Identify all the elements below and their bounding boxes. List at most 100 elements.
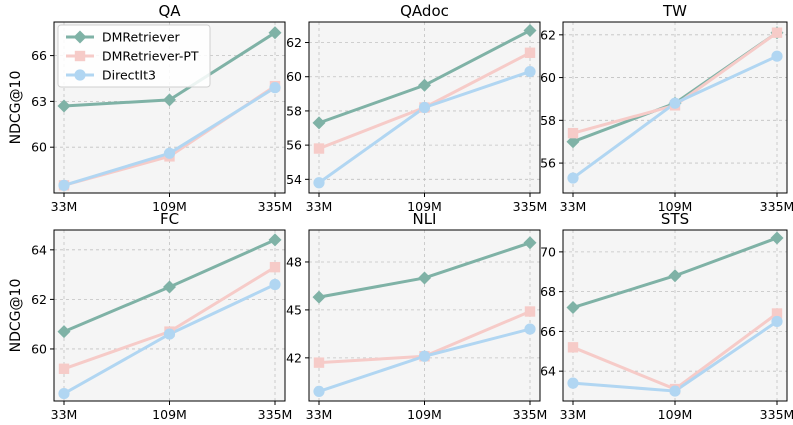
data-point-directit3 (771, 315, 783, 328)
data-point-directit3 (669, 97, 681, 109)
data-point-directit3 (163, 328, 176, 340)
data-point-directit3 (669, 385, 681, 397)
x-tick-label: 109M (407, 199, 442, 214)
data-point-directit3 (418, 101, 431, 114)
legend-marker (73, 30, 87, 44)
panel-title: NLI (412, 210, 436, 228)
y-tick-label: 60 (31, 341, 47, 356)
data-point-directit3 (58, 387, 70, 400)
y-tick-label: 64 (540, 364, 556, 379)
x-tick-label: 33M (306, 407, 333, 422)
data-point-dmretriever (668, 269, 682, 283)
data-point-dmretriever-pt (269, 261, 281, 273)
data-point-directit3 (567, 172, 579, 184)
data-point-dmretriever (770, 231, 784, 245)
data-point-directit3 (771, 50, 783, 62)
y-axis-label: NDCG@10 (8, 71, 24, 145)
x-tick-label: 335M (258, 407, 293, 422)
y-tick-label: 66 (540, 324, 556, 339)
data-point-directit3 (269, 82, 281, 94)
x-tick-label: 33M (560, 199, 587, 214)
y-tick-label: 62 (31, 292, 47, 307)
data-point-dmretriever-pt (58, 363, 70, 374)
data-point-dmretriever (312, 116, 326, 130)
data-point-dmretriever (523, 236, 537, 250)
data-point-dmretriever (566, 301, 580, 315)
data-point-dmretriever-pt (313, 357, 325, 368)
y-tick-label: 58 (540, 113, 556, 128)
data-point-dmretriever (57, 325, 71, 339)
y-tick-label: 56 (286, 138, 302, 153)
y-tick-label: 48 (286, 254, 302, 269)
data-point-dmretriever (268, 233, 282, 247)
y-tick-label: 70 (540, 244, 556, 259)
legend-marker (74, 50, 86, 62)
y-tick-label: 54 (286, 172, 302, 187)
x-tick-label: 109M (658, 199, 693, 214)
data-point-dmretriever (163, 280, 176, 294)
legend-label: DMRetriever-PT (102, 49, 199, 64)
data-point-dmretriever-pt (567, 342, 579, 353)
panel-tw: 33M 109M 335M 56 58 60 62 TW (540, 2, 793, 214)
y-tick-label: 62 (286, 35, 302, 50)
data-point-dmretriever-pt (567, 127, 579, 139)
x-tick-label: 33M (51, 199, 78, 214)
x-tick-label: 335M (513, 407, 548, 422)
y-tick-label: 62 (540, 27, 556, 42)
data-point-directit3 (524, 323, 536, 335)
panel-title: TW (662, 2, 687, 20)
data-point-dmretriever (566, 135, 580, 149)
data-point-directit3 (163, 147, 176, 159)
y-tick-label: 56 (540, 156, 556, 171)
data-point-dmretriever (418, 271, 431, 285)
y-tick-label: 58 (286, 103, 302, 118)
y-tick-label: 63 (31, 94, 47, 109)
x-tick-label: 335M (760, 199, 793, 214)
panel-qadoc: 33M 109M 335M 54 56 58 60 62 QAdoc (286, 2, 547, 214)
panel-nli: 33M 109M 335M 42 45 48 NLI (286, 210, 547, 422)
data-point-dmretriever (418, 78, 431, 92)
y-tick-label: 45 (286, 302, 302, 317)
y-tick-label: 60 (540, 70, 556, 85)
data-point-dmretriever-pt (771, 308, 783, 319)
x-tick-label: 335M (513, 199, 548, 214)
data-point-directit3 (418, 350, 431, 362)
panel-title: FC (160, 210, 179, 228)
data-point-dmretriever (312, 290, 326, 304)
y-tick-label: 42 (286, 350, 302, 365)
data-point-dmretriever (163, 93, 176, 107)
data-point-directit3 (524, 65, 536, 78)
x-tick-label: 109M (152, 407, 187, 422)
legend-box (57, 24, 211, 88)
data-point-directit3 (58, 179, 70, 191)
y-axis-label: NDCG@10 (8, 279, 24, 353)
legend-label: DirectIt3 (102, 68, 156, 83)
y-tick-label: 60 (286, 69, 302, 84)
panel-sts: 33M 109M 335M 64 66 68 70 STS (540, 210, 793, 422)
data-point-dmretriever-pt (771, 27, 783, 38)
data-point-dmretriever-pt (313, 143, 325, 154)
y-tick-label: 64 (31, 242, 47, 257)
data-point-dmretriever-pt (524, 47, 536, 58)
data-point-dmretriever (57, 99, 71, 113)
legend-label: DMRetriever (102, 30, 181, 45)
y-tick-label: 60 (31, 140, 47, 155)
data-point-directit3 (313, 177, 325, 189)
data-point-dmretriever (268, 26, 282, 40)
x-tick-label: 33M (51, 407, 78, 422)
panel-title: QA (158, 2, 181, 20)
x-tick-label: 335M (258, 199, 293, 214)
y-tick-label: 66 (31, 48, 47, 63)
panel-title: STS (661, 210, 689, 228)
data-point-dmretriever-pt (524, 306, 536, 317)
x-tick-label: 33M (560, 407, 587, 422)
y-tick-label: 68 (540, 284, 556, 299)
data-point-directit3 (269, 278, 281, 291)
x-tick-label: 109M (152, 199, 187, 214)
legend-marker (74, 69, 86, 81)
data-point-directit3 (313, 385, 325, 398)
x-tick-label: 109M (658, 407, 693, 422)
x-tick-label: 33M (306, 199, 333, 214)
data-point-dmretriever (523, 24, 537, 38)
